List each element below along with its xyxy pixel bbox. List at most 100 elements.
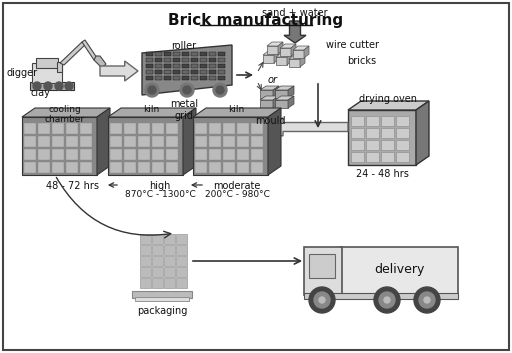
Polygon shape bbox=[300, 55, 305, 67]
Bar bbox=[182, 52, 189, 56]
Polygon shape bbox=[60, 42, 86, 65]
Polygon shape bbox=[291, 44, 296, 56]
Polygon shape bbox=[293, 46, 309, 50]
Bar bbox=[80, 149, 92, 160]
Bar bbox=[140, 278, 151, 288]
Bar bbox=[146, 70, 153, 74]
Polygon shape bbox=[288, 96, 294, 108]
Polygon shape bbox=[263, 55, 274, 63]
Bar bbox=[223, 136, 235, 147]
Bar bbox=[152, 162, 164, 173]
Bar bbox=[209, 136, 221, 147]
Bar bbox=[52, 149, 64, 160]
Bar bbox=[218, 52, 225, 56]
Circle shape bbox=[424, 297, 430, 303]
Polygon shape bbox=[260, 86, 279, 90]
Bar bbox=[191, 64, 198, 68]
Bar bbox=[182, 70, 189, 74]
Polygon shape bbox=[273, 86, 279, 98]
Bar bbox=[38, 149, 50, 160]
Bar bbox=[140, 245, 151, 255]
Text: roller: roller bbox=[172, 41, 197, 51]
Bar bbox=[124, 162, 136, 173]
Text: delivery: delivery bbox=[374, 263, 424, 275]
Polygon shape bbox=[268, 108, 281, 175]
Bar bbox=[251, 123, 263, 134]
Polygon shape bbox=[289, 59, 300, 67]
Bar bbox=[110, 149, 122, 160]
Bar bbox=[80, 162, 92, 173]
Text: wire cutter: wire cutter bbox=[326, 40, 379, 50]
Polygon shape bbox=[416, 101, 429, 165]
Bar bbox=[176, 278, 187, 288]
FancyBboxPatch shape bbox=[3, 3, 509, 350]
Polygon shape bbox=[293, 50, 304, 58]
Bar bbox=[152, 278, 163, 288]
Text: moderate: moderate bbox=[214, 181, 261, 191]
Text: digger: digger bbox=[7, 68, 37, 78]
Bar bbox=[195, 123, 207, 134]
Bar bbox=[52, 162, 64, 173]
Bar bbox=[182, 58, 189, 62]
Bar bbox=[32, 63, 62, 83]
Bar bbox=[146, 52, 153, 56]
Polygon shape bbox=[304, 46, 309, 58]
Bar bbox=[218, 76, 225, 80]
Bar bbox=[237, 162, 249, 173]
Bar bbox=[304, 293, 458, 299]
Bar bbox=[251, 136, 263, 147]
Bar bbox=[195, 136, 207, 147]
Polygon shape bbox=[108, 117, 183, 175]
Circle shape bbox=[44, 82, 52, 90]
Bar bbox=[176, 234, 187, 244]
Bar bbox=[209, 123, 221, 134]
Bar bbox=[381, 128, 394, 138]
Text: packaging: packaging bbox=[137, 306, 187, 316]
Bar bbox=[166, 162, 178, 173]
Bar bbox=[218, 64, 225, 68]
Bar bbox=[146, 58, 153, 62]
Bar bbox=[152, 123, 164, 134]
Polygon shape bbox=[100, 61, 138, 81]
Circle shape bbox=[213, 83, 227, 97]
Text: kiln: kiln bbox=[143, 105, 159, 114]
Bar bbox=[138, 149, 150, 160]
Bar bbox=[173, 70, 180, 74]
Bar bbox=[155, 58, 162, 62]
Bar bbox=[164, 70, 171, 74]
Bar bbox=[209, 162, 221, 173]
Bar bbox=[164, 267, 175, 277]
Polygon shape bbox=[284, 21, 306, 43]
Polygon shape bbox=[274, 51, 279, 63]
Polygon shape bbox=[22, 108, 110, 117]
Bar bbox=[237, 149, 249, 160]
Text: or: or bbox=[268, 75, 278, 85]
Polygon shape bbox=[193, 117, 268, 175]
Polygon shape bbox=[276, 53, 292, 57]
Bar bbox=[381, 140, 394, 150]
Bar bbox=[24, 123, 36, 134]
Bar bbox=[200, 58, 207, 62]
Bar bbox=[132, 291, 192, 298]
Bar bbox=[66, 149, 78, 160]
Polygon shape bbox=[22, 117, 97, 175]
Bar bbox=[164, 256, 175, 266]
Polygon shape bbox=[289, 55, 305, 59]
Text: 870°C - 1300°C: 870°C - 1300°C bbox=[124, 190, 196, 199]
Bar bbox=[223, 149, 235, 160]
Bar bbox=[38, 123, 50, 134]
Bar bbox=[176, 256, 187, 266]
Bar bbox=[366, 140, 379, 150]
Polygon shape bbox=[275, 90, 288, 98]
Bar bbox=[195, 149, 207, 160]
Bar bbox=[396, 140, 409, 150]
Bar bbox=[124, 136, 136, 147]
Bar bbox=[396, 128, 409, 138]
Text: sand + water: sand + water bbox=[262, 8, 328, 18]
Text: cooling
chamber: cooling chamber bbox=[45, 105, 85, 124]
Circle shape bbox=[183, 86, 191, 94]
Bar bbox=[223, 162, 235, 173]
Circle shape bbox=[180, 83, 194, 97]
Bar bbox=[173, 64, 180, 68]
Bar bbox=[80, 136, 92, 147]
